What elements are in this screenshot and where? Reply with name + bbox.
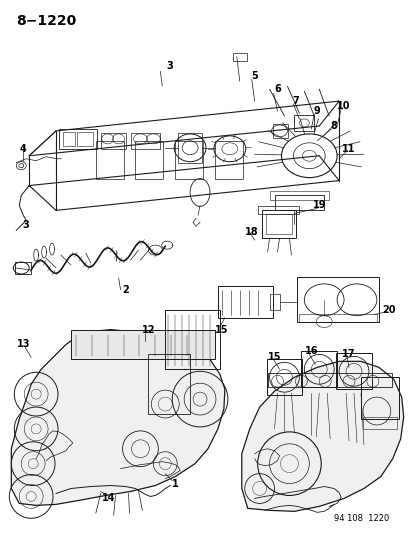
Text: 17: 17 xyxy=(342,350,355,359)
Bar xyxy=(77,132,93,146)
Bar xyxy=(59,129,97,149)
Bar xyxy=(165,310,219,369)
Text: 9: 9 xyxy=(313,106,320,116)
Bar xyxy=(175,141,202,179)
Bar xyxy=(274,196,323,211)
Bar xyxy=(269,190,328,200)
Bar xyxy=(266,359,301,395)
Text: 11: 11 xyxy=(342,144,355,154)
Text: 14: 14 xyxy=(102,494,115,504)
Text: 8−1220: 8−1220 xyxy=(16,14,76,28)
Text: 3: 3 xyxy=(166,61,173,71)
Text: 16: 16 xyxy=(304,346,317,357)
Text: 10: 10 xyxy=(337,101,350,111)
Text: 5: 5 xyxy=(251,71,257,82)
Bar xyxy=(360,377,398,419)
Bar xyxy=(297,277,378,321)
Text: 18: 18 xyxy=(244,227,258,237)
Text: 94 108  1220: 94 108 1220 xyxy=(333,514,388,523)
Bar xyxy=(130,133,160,149)
Bar xyxy=(15,262,31,274)
Text: 12: 12 xyxy=(141,325,155,335)
Text: 1: 1 xyxy=(171,479,178,489)
Bar xyxy=(63,132,75,146)
Bar xyxy=(261,211,296,238)
Text: 13: 13 xyxy=(17,340,30,350)
Text: 7: 7 xyxy=(291,96,298,106)
Polygon shape xyxy=(241,361,403,511)
Bar xyxy=(301,351,336,387)
Bar xyxy=(265,214,292,234)
Bar xyxy=(269,294,279,310)
Bar xyxy=(178,133,202,163)
Text: 6: 6 xyxy=(273,84,280,94)
Bar xyxy=(272,124,288,138)
Bar xyxy=(335,353,371,389)
Text: 15: 15 xyxy=(267,352,280,362)
Bar xyxy=(217,286,272,318)
Polygon shape xyxy=(11,329,224,505)
Text: 4: 4 xyxy=(20,144,26,154)
Bar xyxy=(100,133,125,149)
Text: 8: 8 xyxy=(330,121,337,131)
Bar xyxy=(294,115,313,131)
Bar xyxy=(148,354,190,414)
Text: 3: 3 xyxy=(23,220,29,230)
Text: 15: 15 xyxy=(215,325,228,335)
Bar xyxy=(257,206,299,214)
Bar xyxy=(267,373,391,387)
Bar xyxy=(362,417,396,429)
Bar xyxy=(299,314,376,321)
Bar xyxy=(232,53,246,61)
Bar xyxy=(95,141,123,179)
Bar xyxy=(71,329,214,359)
Bar xyxy=(214,141,242,179)
Text: 20: 20 xyxy=(381,305,394,314)
Text: 2: 2 xyxy=(122,285,128,295)
Bar xyxy=(135,141,163,179)
Text: 19: 19 xyxy=(312,200,325,211)
